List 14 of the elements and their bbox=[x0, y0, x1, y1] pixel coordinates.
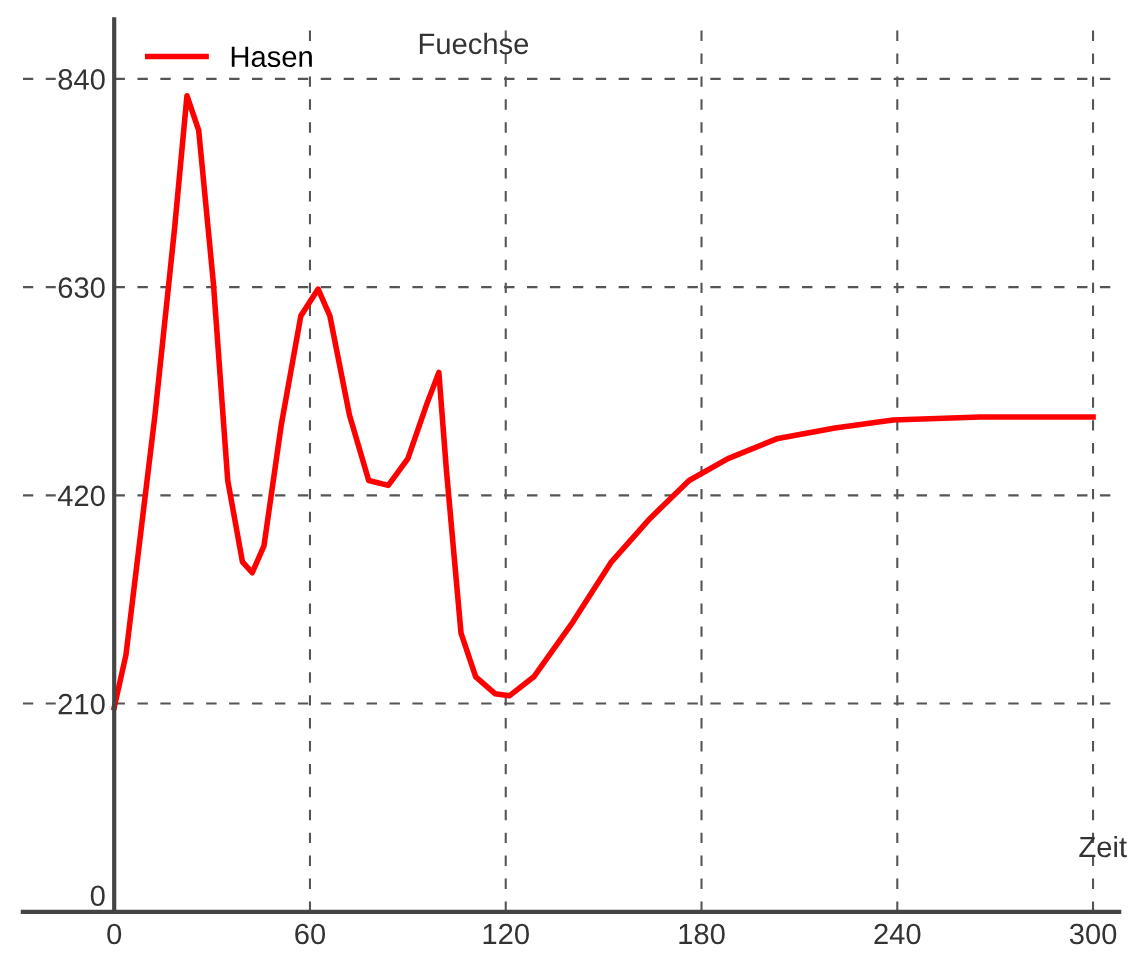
x-tick-label: 120 bbox=[483, 923, 529, 945]
y-tick-label: 0 bbox=[90, 885, 105, 907]
y-tick-label: 210 bbox=[58, 693, 105, 715]
x-tick-label: 180 bbox=[679, 923, 725, 945]
x-axis-title: Zeit bbox=[1079, 835, 1127, 858]
x-tick-label: 60 bbox=[295, 923, 326, 945]
y-tick-label: 630 bbox=[58, 277, 105, 298]
legend-label: Hasen bbox=[231, 46, 312, 68]
x-tick-label: 240 bbox=[874, 923, 921, 945]
y-tick-label: 420 bbox=[57, 485, 105, 507]
y-tick-label: 840 bbox=[58, 69, 105, 90]
x-tick-label: 300 bbox=[1069, 923, 1117, 945]
annotation: Fuechse bbox=[419, 32, 529, 55]
x-tick-label: 0 bbox=[107, 923, 122, 945]
